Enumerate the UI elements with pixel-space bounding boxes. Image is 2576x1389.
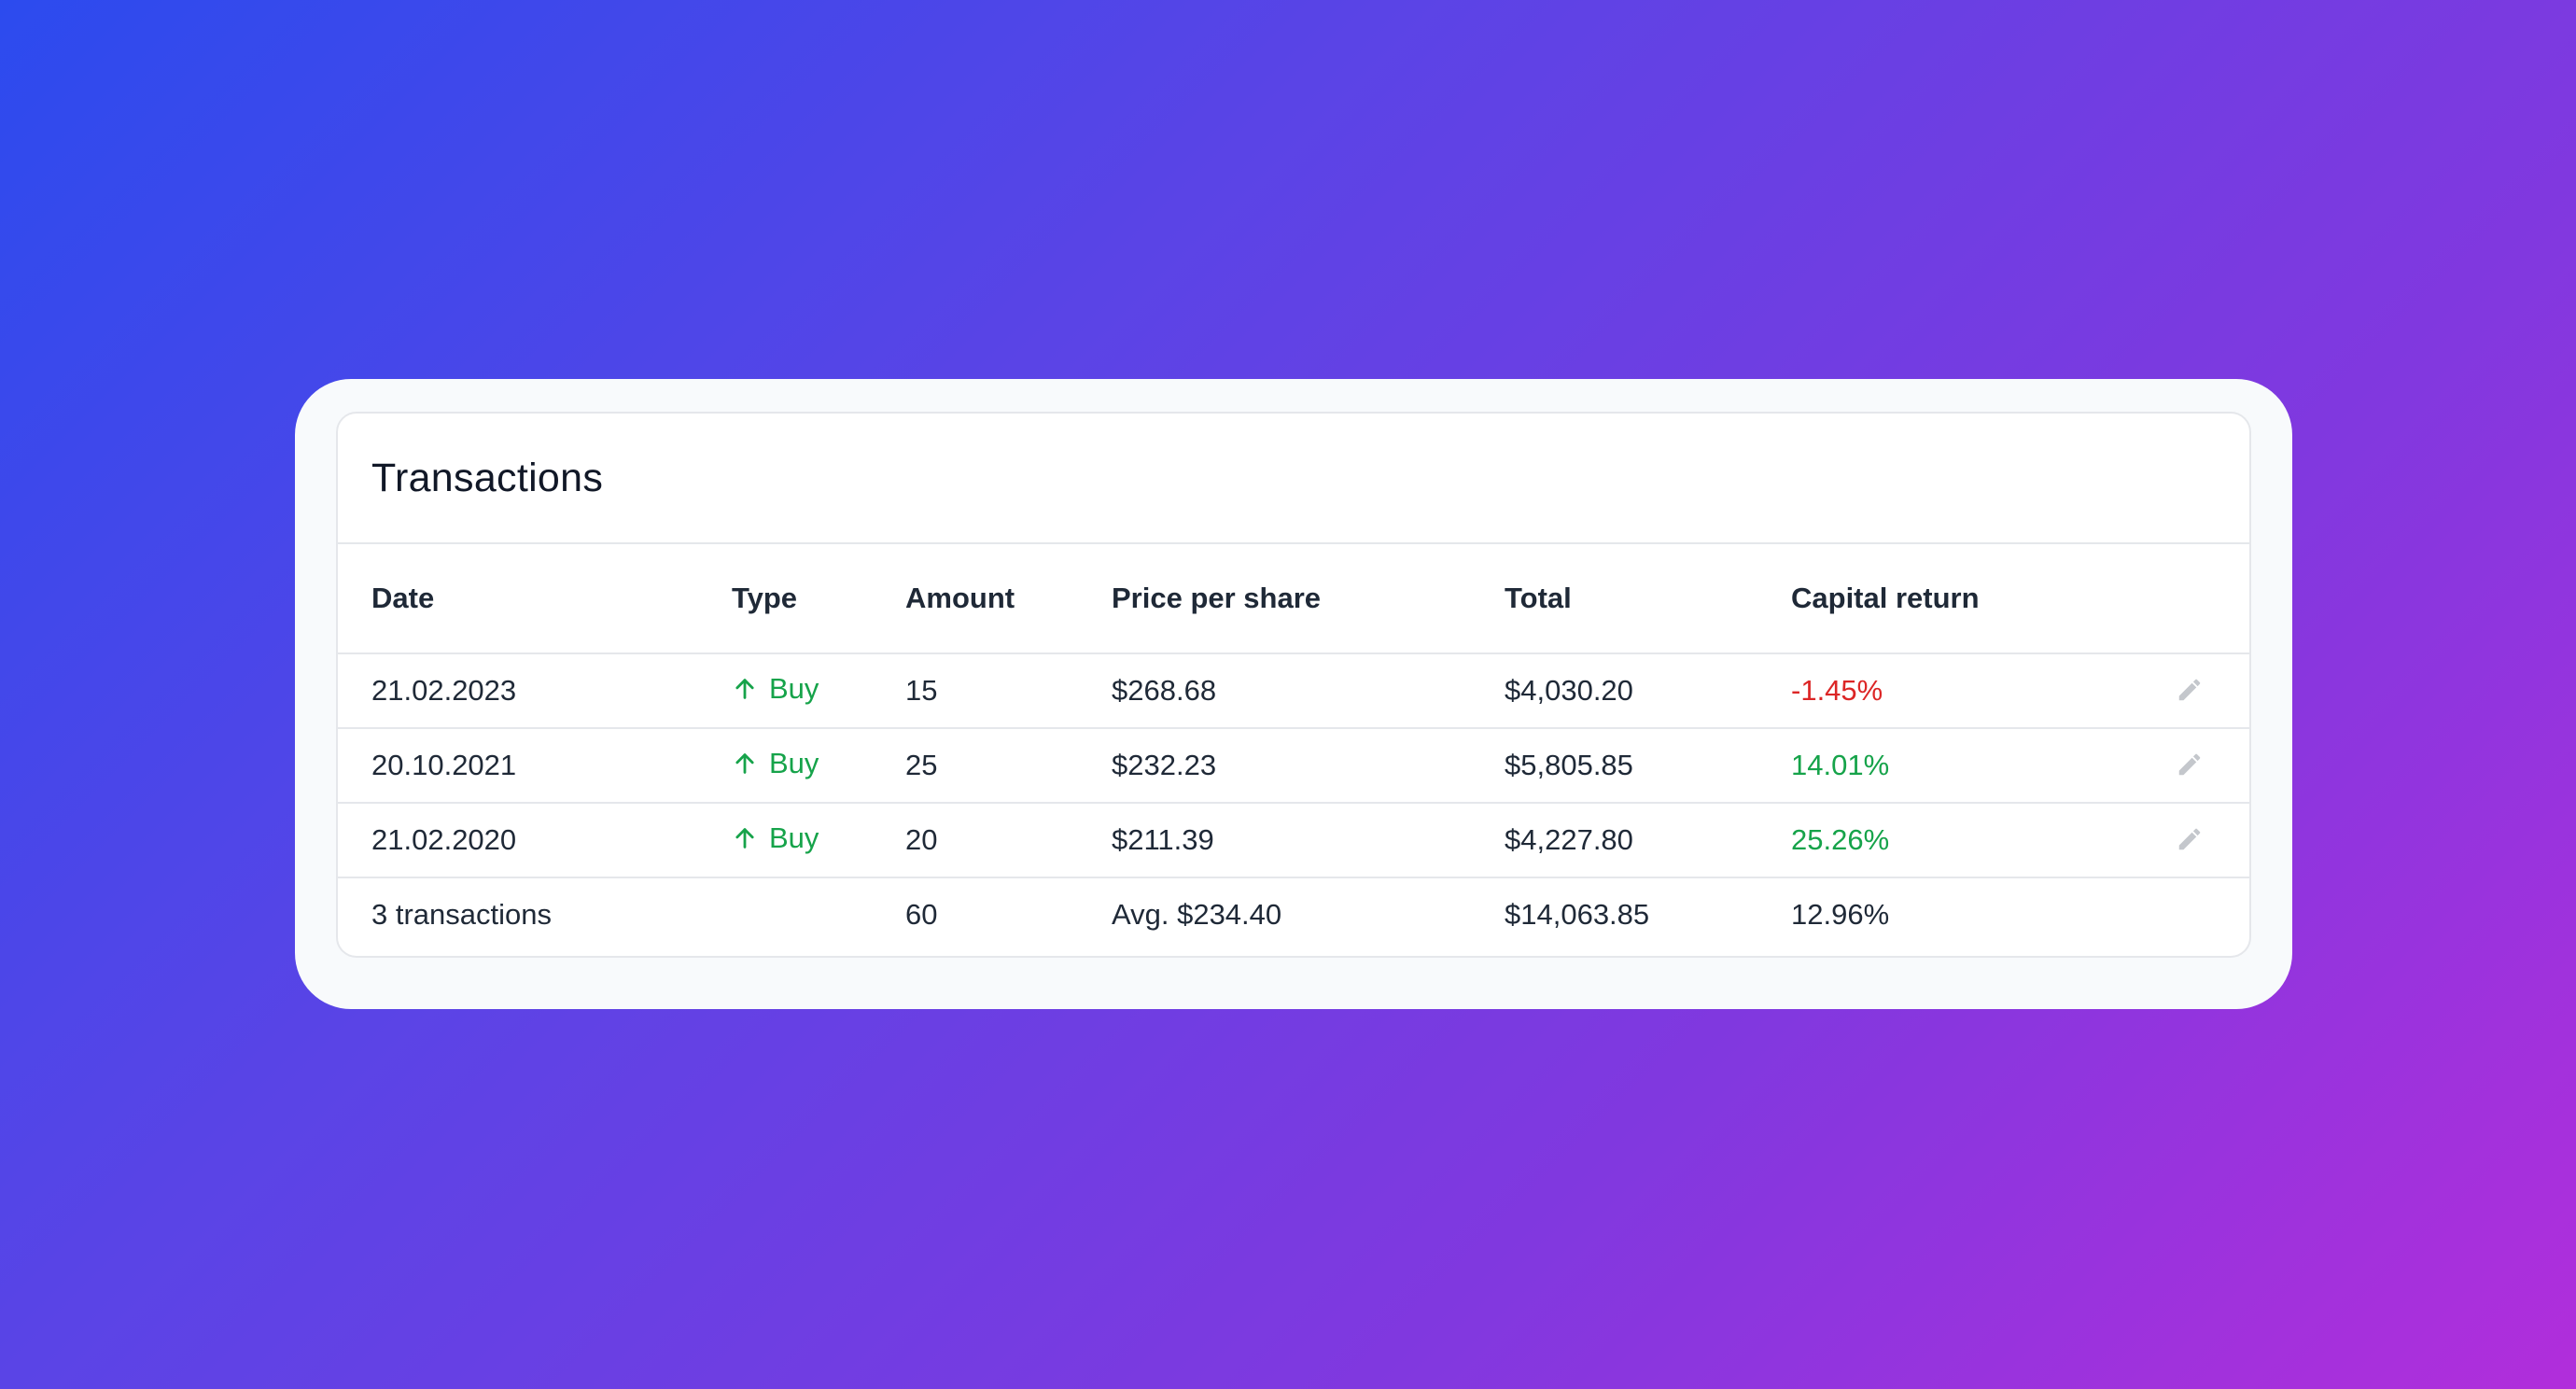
arrow-up-icon xyxy=(735,752,754,774)
card-title: Transactions xyxy=(371,455,604,500)
column-header-total: Total xyxy=(1505,544,1791,654)
summary-row: 3 transactions 60 Avg. $234.40 $14,063.8… xyxy=(338,877,2249,950)
date-cell: 21.02.2023 xyxy=(338,653,732,729)
transactions-card: Transactions Date Type Amount Price per … xyxy=(336,412,2251,958)
price-cell: $211.39 xyxy=(1112,803,1505,878)
action-cell xyxy=(2146,803,2249,878)
type-cell: Buy xyxy=(732,821,819,855)
capital-return-cell: -1.45% xyxy=(1791,653,2146,729)
type-label: Buy xyxy=(769,746,819,779)
amount-cell: 25 xyxy=(905,728,1112,804)
pencil-icon xyxy=(2178,679,2201,700)
total-cell: $5,805.85 xyxy=(1505,728,1791,804)
amount-cell: 15 xyxy=(905,653,1112,729)
summary-type xyxy=(732,877,905,950)
price-cell: $232.23 xyxy=(1112,728,1505,804)
summary-amount: 60 xyxy=(905,897,938,931)
price-cell: $268.68 xyxy=(1112,653,1505,729)
action-cell xyxy=(2146,728,2249,804)
edit-button[interactable] xyxy=(2171,821,2208,858)
column-header-amount: Amount xyxy=(905,544,1112,654)
table-header-row: Date Type Amount Price per share Total C… xyxy=(338,544,2249,654)
column-header-actions xyxy=(2146,544,2249,654)
transactions-table: Date Type Amount Price per share Total C… xyxy=(338,544,2249,950)
type-cell-wrapper: Buy xyxy=(732,803,905,878)
edit-button[interactable] xyxy=(2171,746,2208,783)
type-label: Buy xyxy=(769,821,819,854)
summary-total: $14,063.85 xyxy=(1505,897,1650,931)
type-cell-wrapper: Buy xyxy=(732,653,905,729)
column-header-price: Price per share xyxy=(1112,544,1505,654)
type-cell: Buy xyxy=(732,672,819,706)
type-cell: Buy xyxy=(732,747,819,780)
outer-card: Transactions Date Type Amount Price per … xyxy=(295,379,2292,1009)
date-cell: 20.10.2021 xyxy=(338,728,732,804)
summary-capital-return: 12.96% xyxy=(1791,897,1890,931)
column-header-date: Date xyxy=(338,544,732,654)
type-cell-wrapper: Buy xyxy=(732,728,905,804)
pencil-icon xyxy=(2178,828,2201,849)
column-header-capital-return: Capital return xyxy=(1791,544,2146,654)
capital-return-cell: 14.01% xyxy=(1791,728,2146,804)
amount-cell: 20 xyxy=(905,803,1112,878)
table-row: 21.02.2023 Buy 15 $268.68 $4,030.20 -1.4… xyxy=(338,653,2249,729)
date-cell: 21.02.2020 xyxy=(338,803,732,878)
summary-action xyxy=(2146,877,2249,950)
type-label: Buy xyxy=(769,671,819,705)
capital-return-cell: 25.26% xyxy=(1791,803,2146,878)
table-row: 21.02.2020 Buy 20 $211.39 $4,227.80 25.2… xyxy=(338,803,2249,878)
action-cell xyxy=(2146,653,2249,729)
pencil-icon xyxy=(2178,753,2201,775)
edit-button[interactable] xyxy=(2171,671,2208,709)
card-header: Transactions xyxy=(338,414,2249,544)
summary-count: 3 transactions xyxy=(371,897,552,931)
arrow-up-icon xyxy=(735,678,754,699)
table-row: 20.10.2021 Buy 25 $232.23 $5,805.85 14.0… xyxy=(338,728,2249,804)
total-cell: $4,030.20 xyxy=(1505,653,1791,729)
total-cell: $4,227.80 xyxy=(1505,803,1791,878)
arrow-up-icon xyxy=(735,827,754,849)
summary-price: Avg. $234.40 xyxy=(1112,897,1282,931)
column-header-type: Type xyxy=(732,544,905,654)
